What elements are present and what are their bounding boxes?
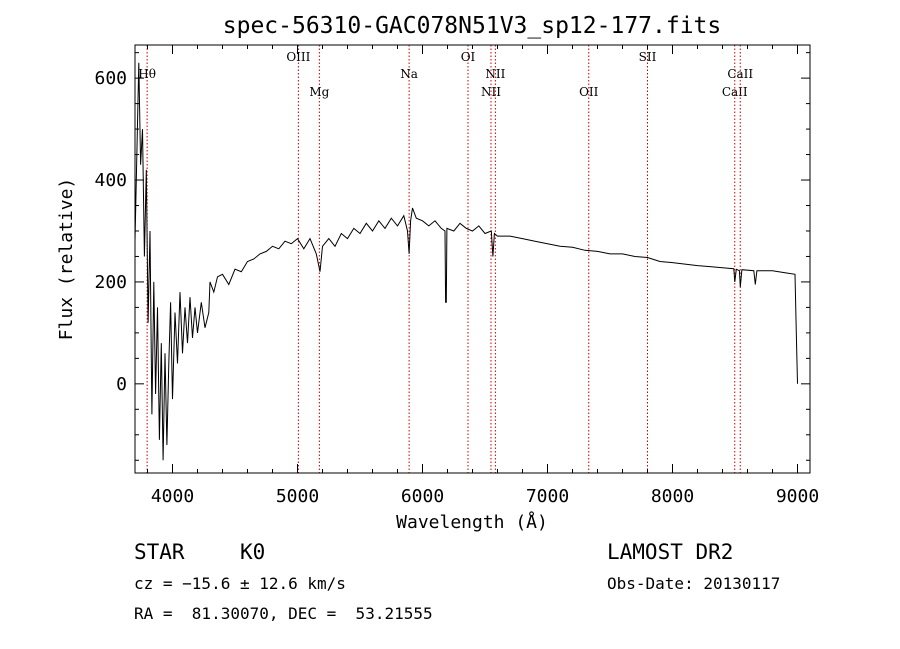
marker-label-6: NII: [485, 67, 505, 81]
x-tick-label-5: 9000: [776, 486, 819, 507]
survey-name: LAMOST DR2: [607, 540, 734, 564]
marker-label-0: Hθ: [138, 67, 156, 81]
y-tick-label-2: 400: [94, 170, 127, 191]
flux-series-line: [134, 62, 798, 461]
x-tick-label-3: 7000: [526, 486, 569, 507]
x-tick-label-1: 5000: [276, 486, 319, 507]
object-subclass: K0: [240, 540, 266, 564]
marker-label-9: CaII: [722, 85, 748, 99]
ra-dec-coords: RA = 81.30070, DEC = 53.21555: [134, 604, 433, 623]
y-axis-label: Flux (relative): [56, 178, 77, 341]
x-tick-label-0: 4000: [151, 486, 194, 507]
object-class: STAR: [134, 540, 185, 564]
x-tick-label-2: 6000: [401, 486, 444, 507]
marker-label-4: OI: [461, 50, 476, 64]
marker-label-7: OII: [579, 85, 599, 99]
redshift-cz: cz = −15.6 ± 12.6 km/s: [134, 574, 346, 593]
marker-label-8: SII: [639, 50, 657, 64]
x-axis-ticks: 4000 5000 6000 7000 8000 9000: [147, 45, 819, 507]
y-tick-label-1: 200: [94, 272, 127, 293]
y-tick-label-3: 600: [94, 68, 127, 89]
obs-date: Obs-Date: 20130117: [607, 574, 781, 593]
chart-title: spec-56310-GAC078N51V3_sp12-177.fits: [223, 13, 722, 39]
spectral-line-markers: Hθ OIII Mg Na OI NII NII OII SII CaII CaII: [138, 45, 753, 473]
marker-label-3: Na: [400, 67, 418, 81]
plot-frame: [134, 44, 811, 474]
x-tick-label-4: 8000: [651, 486, 694, 507]
marker-label-10: CaII: [727, 67, 753, 81]
x-axis-label: Wavelength (Å): [396, 511, 548, 533]
marker-label-1: OIII: [286, 50, 310, 64]
marker-label-2: Mg: [309, 85, 329, 99]
y-tick-label-0: 0: [116, 374, 127, 395]
marker-label-5: NII: [481, 85, 501, 99]
y-axis-ticks: 0 200 400 600: [94, 52, 810, 461]
